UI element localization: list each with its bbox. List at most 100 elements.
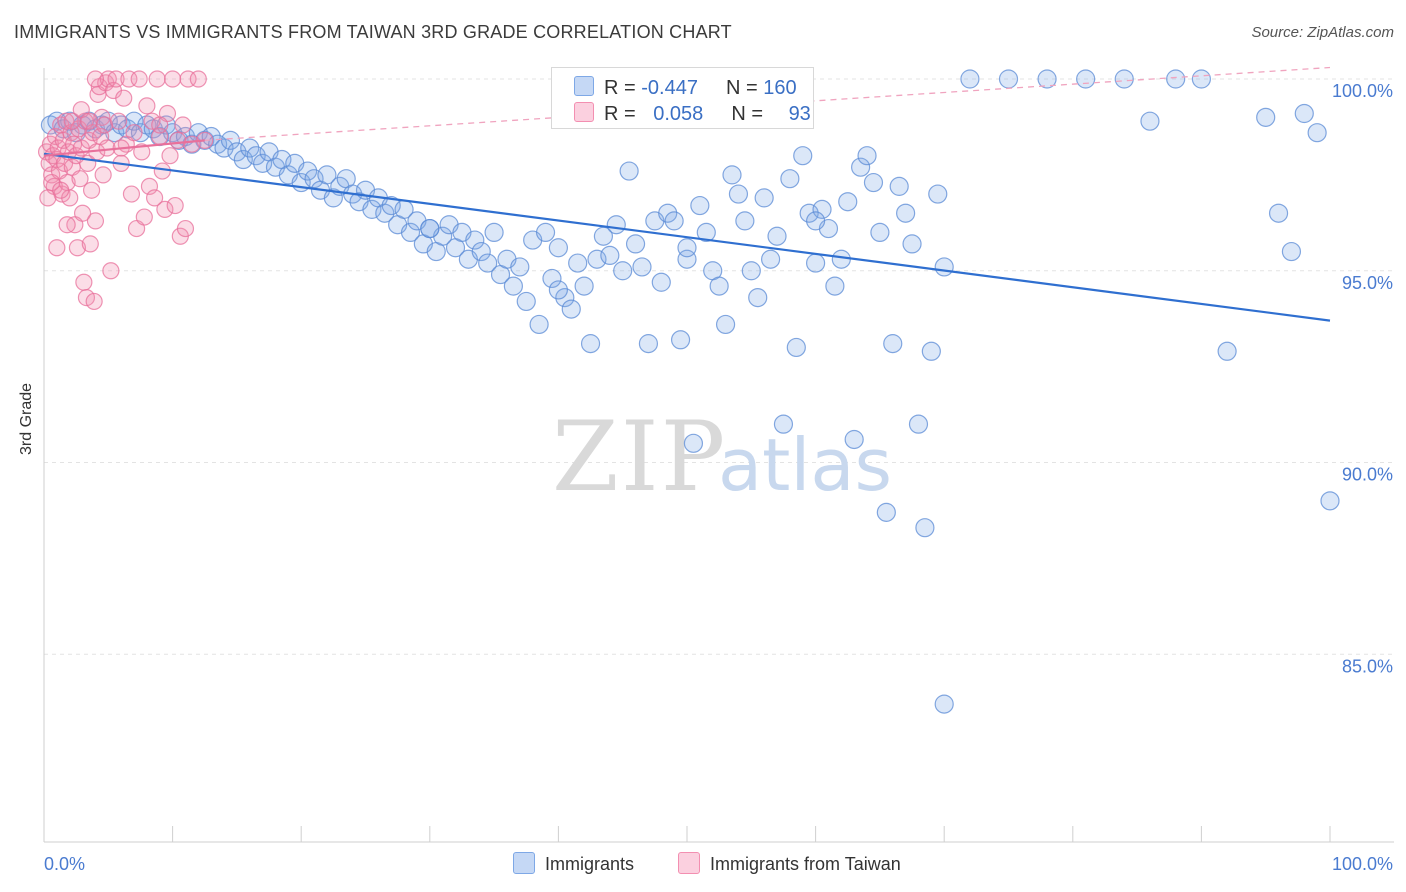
- data-point: [400, 222, 421, 242]
- watermark-atlas: atlas: [718, 423, 892, 507]
- data-point: [889, 176, 909, 196]
- data-point: [934, 257, 954, 277]
- data-point: [166, 196, 184, 215]
- data-point: [1140, 111, 1160, 131]
- data-point: [122, 185, 141, 203]
- data-point: [728, 184, 749, 204]
- data-point: [125, 124, 143, 142]
- y-tick-label: 95.0%: [1342, 273, 1393, 293]
- data-point: [870, 222, 890, 242]
- data-point: [1166, 69, 1186, 89]
- data-point: [86, 70, 105, 88]
- data-point: [632, 257, 652, 277]
- legend-item-immigrants[interactable]: Immigrants: [513, 852, 634, 875]
- chart-title: IMMIGRANTS VS IMMIGRANTS FROM TAIWAN 3RD…: [14, 22, 732, 42]
- data-point: [555, 287, 575, 308]
- data-point: [741, 261, 761, 281]
- data-point: [510, 257, 530, 277]
- data-point: [156, 200, 174, 218]
- series-legend: Immigrants Immigrants from Taiwan: [0, 852, 1406, 878]
- trend-line-immigrants: [43, 152, 1331, 322]
- data-point: [715, 314, 736, 335]
- series-immigrants: [40, 69, 1340, 714]
- data-point: [1191, 69, 1212, 89]
- data-point: [323, 188, 343, 208]
- legend-swatch-taiwan: [678, 852, 700, 874]
- data-point: [246, 146, 266, 166]
- y-tick-labels: 100.0% 95.0% 90.0% 85.0%: [1332, 81, 1393, 676]
- data-point: [58, 216, 76, 234]
- data-point: [189, 70, 207, 88]
- data-point: [381, 195, 401, 216]
- data-point: [130, 70, 148, 88]
- y-tick-label: 90.0%: [1342, 465, 1393, 485]
- trend-line-taiwan: [43, 139, 205, 157]
- data-point: [75, 273, 93, 291]
- data-point: [77, 288, 96, 307]
- data-point: [227, 142, 247, 162]
- data-point: [863, 172, 884, 193]
- data-point: [998, 69, 1019, 89]
- data-point: [606, 215, 626, 235]
- legend-r-label: R =: [604, 77, 642, 99]
- x-tick-label: 0.0%: [44, 854, 85, 874]
- data-point: [831, 249, 851, 269]
- data-point: [735, 211, 755, 231]
- data-point: [857, 146, 877, 166]
- data-point: [805, 253, 826, 273]
- data-point: [516, 291, 536, 312]
- data-point: [81, 235, 99, 253]
- data-point: [94, 166, 112, 184]
- data-point: [1268, 203, 1289, 223]
- data-point: [362, 199, 382, 219]
- data-point: [86, 212, 105, 230]
- data-point: [934, 694, 954, 714]
- legend-r-value: 0.058: [653, 103, 704, 125]
- data-point: [677, 238, 697, 258]
- data-point: [1307, 123, 1327, 143]
- y-tick-label: 85.0%: [1342, 656, 1393, 676]
- data-point: [580, 334, 601, 354]
- data-point: [1256, 107, 1276, 127]
- data-point: [773, 414, 794, 434]
- data-point: [107, 70, 125, 88]
- data-point: [133, 143, 151, 161]
- data-point: [63, 112, 81, 130]
- legend-n-label: N =: [731, 103, 769, 125]
- data-point: [1037, 69, 1057, 89]
- data-point: [908, 414, 929, 434]
- data-point: [145, 189, 164, 207]
- data-point: [896, 203, 916, 223]
- data-point: [73, 204, 92, 222]
- data-point: [161, 147, 179, 165]
- data-point: [696, 222, 716, 242]
- data-point: [722, 165, 742, 185]
- data-point: [85, 292, 103, 311]
- legend-row-immigrants: R = -0.447 N = 160: [574, 76, 797, 100]
- data-point: [484, 222, 504, 242]
- data-point: [135, 208, 153, 226]
- data-point: [677, 249, 697, 269]
- data-point: [1076, 69, 1096, 89]
- data-point: [148, 70, 166, 88]
- data-point: [625, 234, 646, 254]
- data-point: [812, 199, 832, 219]
- x-tick-labels: 0.0% 100.0%: [44, 854, 1393, 874]
- watermark-zip: ZIP: [552, 401, 727, 513]
- legend-row-taiwan: R = 0.058 N = 93: [574, 102, 811, 126]
- data-point: [902, 234, 922, 254]
- data-point: [529, 314, 549, 335]
- data-point: [767, 226, 787, 246]
- data-point: [109, 112, 128, 130]
- data-point: [574, 276, 594, 296]
- data-point: [233, 149, 253, 170]
- legend-item-taiwan[interactable]: Immigrants from Taiwan: [678, 852, 901, 875]
- data-point: [253, 153, 273, 173]
- data-point: [748, 287, 768, 308]
- data-point: [1320, 491, 1340, 511]
- data-point: [638, 334, 659, 354]
- legend-swatch-immigrants: [513, 852, 535, 874]
- data-point: [658, 203, 678, 223]
- data-point: [298, 161, 318, 181]
